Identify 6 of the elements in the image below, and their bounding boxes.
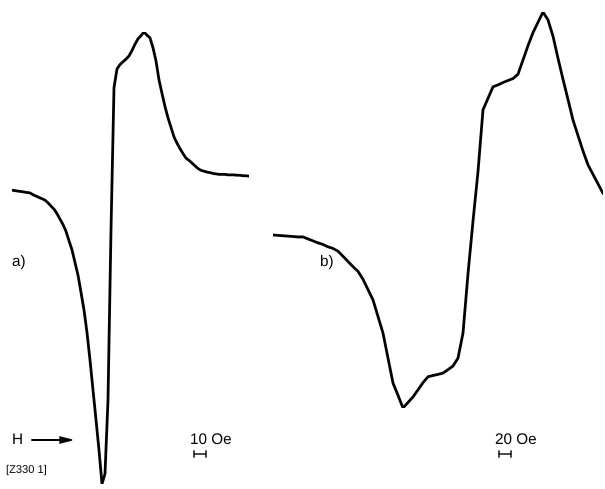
text: 20 Oe [496, 433, 536, 444]
annotation: [Z330 1] [6, 464, 46, 476]
annotation: b) [320, 254, 333, 270]
annotation: a) [12, 254, 25, 270]
annotation: H [13, 433, 22, 444]
annotation: 10 Oe [191, 433, 231, 444]
